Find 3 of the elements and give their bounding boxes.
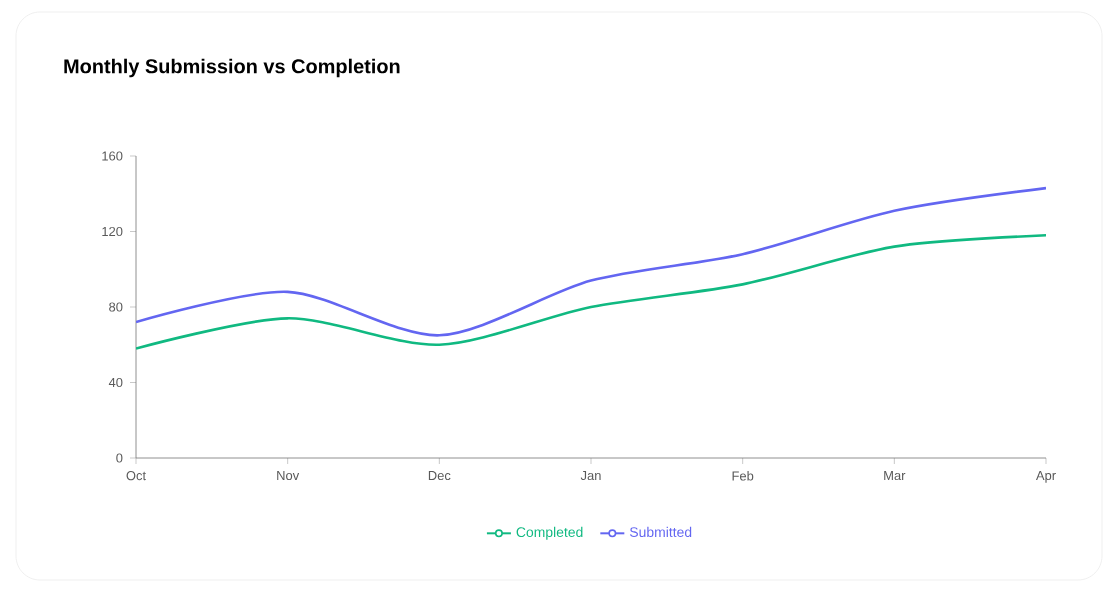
line-series <box>136 233 1047 350</box>
chart-title: Monthly Submission vs Completion <box>64 58 400 78</box>
line-series <box>136 186 1047 337</box>
